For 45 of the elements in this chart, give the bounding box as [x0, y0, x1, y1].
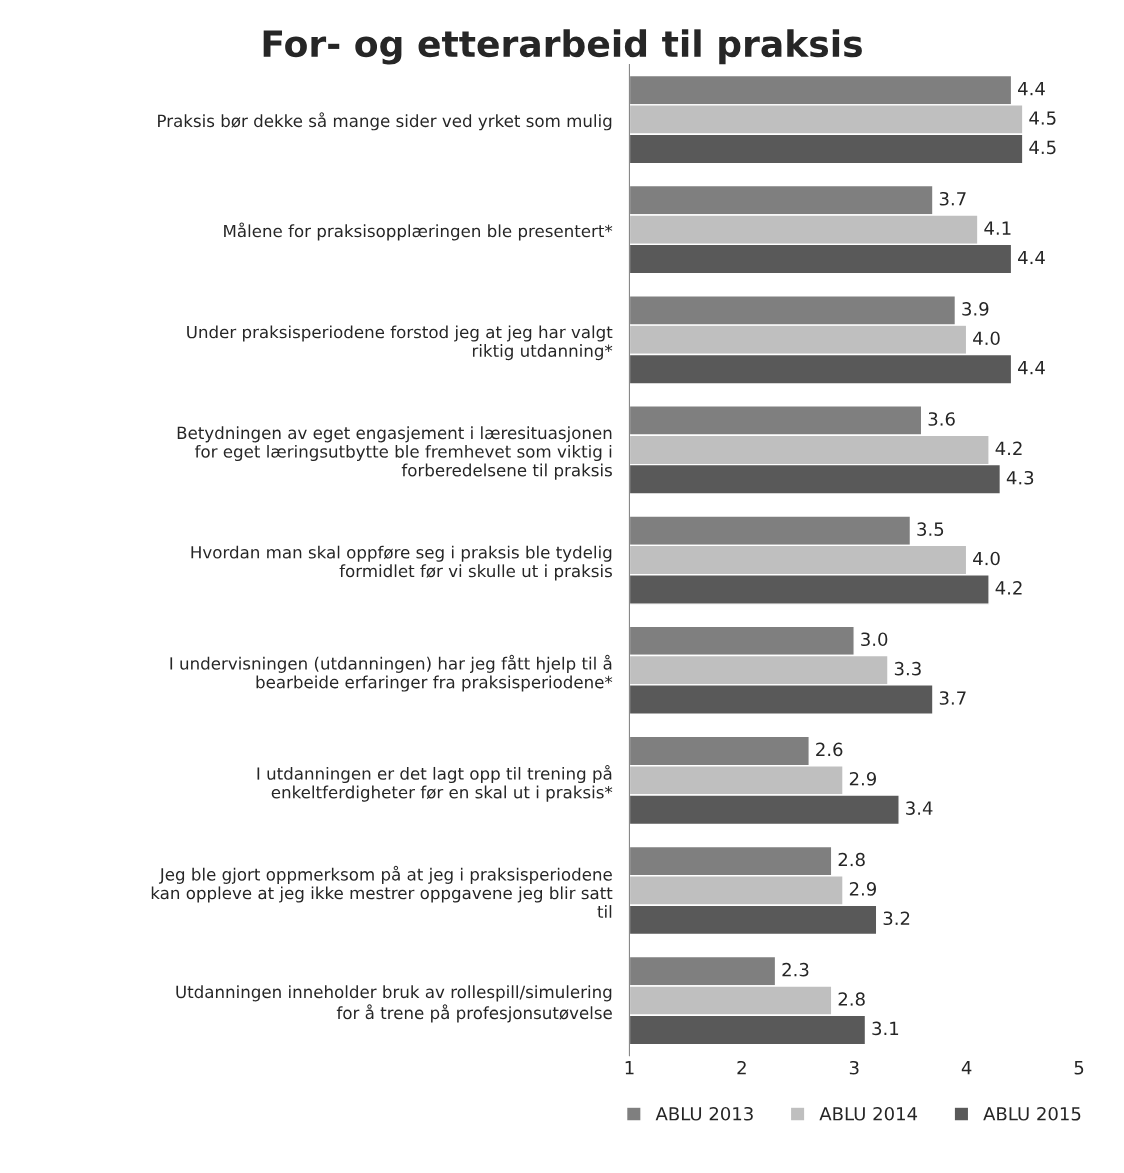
data-label: 4.1	[984, 221, 1011, 235]
y-tick-label: I utdanningen er det lagt opp til trening på enkeltferdigheter før en skal ut i praksis*	[257, 764, 613, 802]
y-tick-label: Utdanningen inneholder bruk av rollespill/simulering for å trene på profesjonsutøvelse	[176, 985, 612, 1023]
y-tick-label: Jeg ble gjort oppmerksom på at jeg i praksisperiodene kan oppleve at jeg ikke mestrer oppgavene jeg blir satt til	[151, 865, 613, 918]
x-tick-label: 3	[849, 1060, 859, 1075]
data-label: 2.8	[838, 852, 865, 867]
data-label: 4.0	[973, 331, 1000, 346]
y-tick-label: Hvordan man skal oppføre seg i praksis ble tydelig formidlet før vi skulle ut i praksis	[191, 545, 612, 581]
data-label: 3.7	[939, 691, 966, 705]
data-label: 3.0	[861, 632, 888, 647]
data-label: 3.4	[906, 801, 933, 815]
data-label: 4.4	[1018, 250, 1045, 265]
data-label: 4.2	[995, 581, 1022, 595]
y-tick-label: Under praksisperiodene forstod jeg at jeg har valgt riktig utdanning*	[187, 325, 613, 361]
legend-label: ABLU 2013	[655, 1106, 753, 1121]
data-label: 2.9	[849, 771, 876, 786]
x-tick-label: 4	[961, 1061, 972, 1075]
data-label: 4.0	[973, 551, 1000, 566]
y-tick-label: Målene for praksisopplæringen ble presentert*	[224, 222, 613, 241]
x-tick-label: 5	[1074, 1061, 1084, 1075]
legend-label: ABLU 2015	[983, 1106, 1081, 1121]
data-label: 4.4	[1018, 361, 1045, 375]
chart-title: For- og etterarbeid til praksis	[263, 29, 862, 65]
y-tick-label: I undervisningen (utdanningen) har jeg fått hjelp til å bearbeide erfaringer fra praksisperiodene*	[170, 654, 613, 692]
data-label: 2.3	[782, 962, 809, 977]
y-tick-label: Betydningen av eget engasjement i læresituasjonen for eget læringsutbytte ble fremhevet som viktig i forberedelsene til praksis	[177, 426, 612, 480]
data-label: 3.7	[939, 191, 966, 206]
data-label: 3.5	[917, 522, 944, 536]
data-label: 2.8	[838, 992, 865, 1006]
data-label: 3.2	[883, 911, 910, 926]
data-label: 2.6	[816, 742, 843, 757]
data-label: 4.4	[1018, 82, 1045, 96]
data-label: 4.5	[1029, 140, 1056, 155]
x-tick-label: 1	[625, 1061, 634, 1075]
data-label: 3.3	[894, 661, 921, 676]
x-tick-label: 2	[737, 1060, 746, 1075]
data-label: 4.2	[995, 441, 1022, 455]
data-label: 4.3	[1006, 470, 1034, 485]
data-label: 3.6	[928, 412, 955, 426]
data-label: 3.1	[872, 1021, 899, 1036]
data-label: 2.9	[849, 882, 876, 896]
data-label: 4.5	[1029, 111, 1056, 125]
data-label: 3.9	[962, 302, 989, 316]
legend-label: ABLU 2014	[819, 1106, 918, 1121]
y-tick-label: Praksis bør dekke så mange sider ved yrket som mulig	[158, 112, 612, 131]
